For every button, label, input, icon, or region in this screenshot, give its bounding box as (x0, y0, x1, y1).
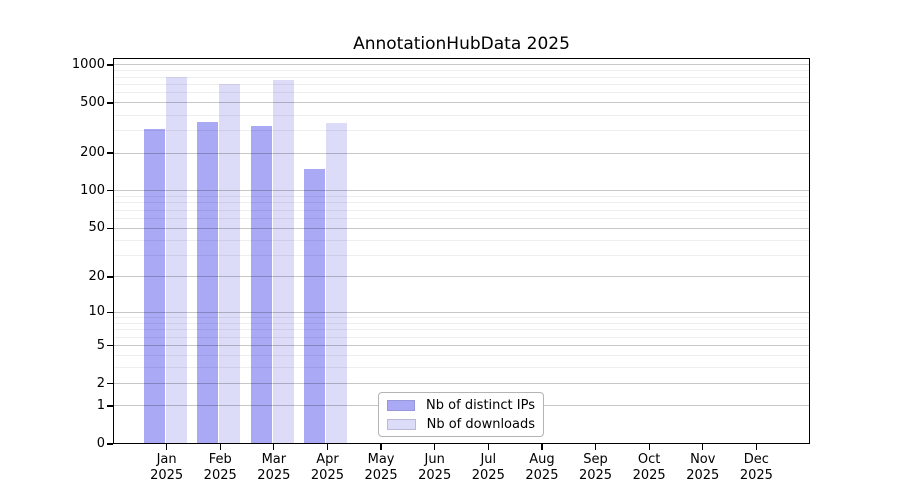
bar-nb-of-downloads-feb (219, 84, 241, 444)
gridline-minor (113, 92, 810, 94)
gridline-major (113, 152, 810, 154)
y-tick-mark (107, 152, 113, 154)
x-tick-label: Sep 2025 (578, 452, 613, 483)
x-tick-label: Jan 2025 (150, 452, 184, 483)
gridline-minor (113, 355, 810, 357)
y-tick-label: 500 (80, 94, 105, 110)
x-tick-mark (166, 444, 168, 450)
gridline-minor (113, 70, 810, 72)
x-tick-label: May 2025 (364, 452, 398, 483)
legend-swatch-downloads (387, 418, 416, 430)
y-tick-label: 20 (88, 268, 105, 284)
x-tick-mark (326, 444, 329, 450)
x-tick-mark (594, 444, 597, 450)
x-tick-label: Nov 2025 (686, 452, 720, 483)
legend: Nb of distinct IPs Nb of downloads (378, 392, 544, 437)
x-tick-mark (434, 444, 436, 450)
bar-nb-of-downloads-apr (326, 122, 348, 444)
gridline-major (113, 383, 810, 385)
x-tick-mark (273, 444, 275, 450)
y-tick-label: 1 (96, 397, 105, 413)
y-tick-mark (107, 190, 113, 192)
x-tick-label: Apr 2025 (310, 452, 344, 483)
x-tick-mark (755, 444, 757, 450)
x-tick-label: Aug 2025 (525, 452, 559, 483)
y-tick-label: 0 (96, 436, 105, 451)
y-tick-mark (107, 311, 113, 314)
gridline-minor (113, 317, 810, 319)
gridline-major (113, 345, 810, 347)
gridline-major (113, 227, 810, 229)
gridline-minor (113, 336, 810, 338)
legend-label-distinct-ips: Nb of distinct IPs (426, 397, 535, 413)
gridline-minor (113, 130, 810, 132)
x-tick-label: Jul 2025 (471, 452, 505, 483)
y-tick-label: 1000 (71, 56, 105, 72)
y-tick-mark (107, 276, 113, 278)
gridline-minor (113, 329, 810, 331)
x-tick-label: Jun 2025 (418, 452, 452, 483)
legend-swatch-distinct-ips (387, 399, 416, 411)
bar-nb-of-downloads-jan (165, 77, 187, 444)
gridline-minor (113, 255, 810, 257)
gridline-minor (113, 239, 810, 241)
plot-area (113, 58, 810, 444)
bars-layer (113, 58, 810, 444)
legend-item-distinct-ips: Nb of distinct IPs (387, 396, 535, 415)
y-tick-mark (107, 64, 113, 66)
gridline-major (113, 64, 810, 66)
y-tick-label: 50 (88, 220, 105, 236)
gridline-minor (113, 322, 810, 324)
x-tick-mark (380, 444, 382, 450)
y-tick-label: 10 (88, 304, 105, 320)
gridline-minor (113, 83, 810, 85)
gridline-major (113, 102, 810, 104)
gridline-minor (113, 367, 810, 369)
gridline-minor (113, 217, 810, 219)
y-tick-mark (107, 102, 113, 104)
x-tick-label: Oct 2025 (632, 452, 666, 483)
y-tick-mark (107, 345, 113, 347)
gridline-minor (113, 209, 810, 211)
y-tick-mark (107, 383, 113, 385)
y-tick-mark (107, 405, 113, 407)
gridline-minor (113, 196, 810, 197)
x-tick-mark (541, 444, 543, 450)
bar-nb-of-distinct-ips-feb (197, 121, 219, 444)
y-tick-label: 2 (96, 375, 105, 391)
bar-nb-of-distinct-ips-jan (143, 128, 165, 444)
y-tick-label: 5 (96, 337, 105, 353)
x-tick-mark (219, 444, 221, 450)
gridline-major (113, 311, 810, 313)
legend-item-downloads: Nb of downloads (387, 415, 535, 434)
y-tick-label: 100 (80, 182, 105, 198)
x-tick-mark (702, 444, 704, 450)
x-tick-label: Mar 2025 (257, 452, 291, 483)
bar-nb-of-downloads-mar (272, 79, 294, 444)
y-tick-mark (107, 227, 113, 229)
x-tick-mark (487, 444, 489, 450)
bar-nb-of-distinct-ips-apr (304, 168, 326, 444)
grid-layer (113, 58, 810, 444)
gridline-minor (113, 202, 810, 204)
gridline-minor (113, 76, 810, 78)
x-tick-mark (648, 444, 650, 450)
bar-nb-of-distinct-ips-mar (250, 126, 272, 444)
x-tick-label: Feb 2025 (203, 452, 237, 483)
gridline-minor (113, 114, 810, 116)
y-tick-label: 200 (80, 145, 105, 161)
legend-label-downloads: Nb of downloads (426, 416, 535, 432)
gridline-major (113, 190, 810, 192)
gridline-major (113, 276, 810, 278)
chart-title: AnnotationHubData 2025 (353, 34, 570, 54)
x-tick-label: Dec 2025 (739, 452, 773, 483)
y-tick-mark (107, 443, 113, 445)
